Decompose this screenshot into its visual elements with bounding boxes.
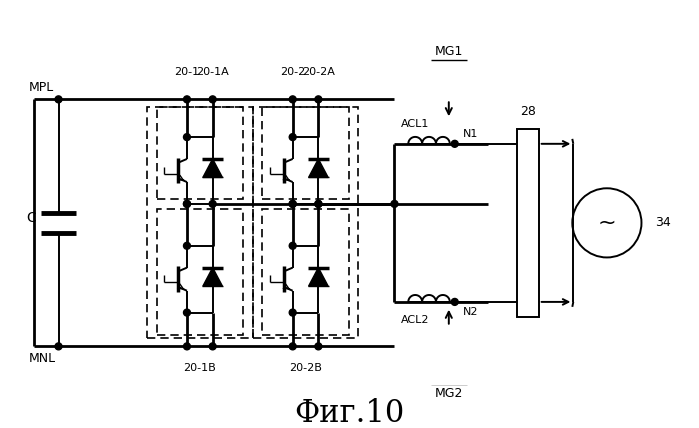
Circle shape: [209, 96, 216, 103]
Circle shape: [184, 134, 190, 140]
Text: 20-2: 20-2: [280, 67, 305, 77]
Text: MNL: MNL: [29, 352, 56, 365]
Text: ACL2: ACL2: [401, 315, 430, 325]
Bar: [157, 209, 243, 335]
Text: 20-1A: 20-1A: [196, 67, 229, 77]
Circle shape: [55, 343, 62, 350]
Bar: [252, 107, 359, 339]
Circle shape: [55, 96, 62, 103]
Polygon shape: [203, 159, 222, 178]
Circle shape: [315, 343, 322, 350]
Circle shape: [184, 343, 190, 350]
Circle shape: [452, 298, 458, 305]
Text: MG2: MG2: [435, 387, 463, 400]
Text: 28: 28: [520, 105, 536, 118]
Circle shape: [184, 200, 190, 207]
Bar: [517, 129, 539, 317]
Circle shape: [289, 200, 296, 207]
Text: 20-2A: 20-2A: [302, 67, 335, 77]
Circle shape: [391, 200, 398, 207]
Polygon shape: [203, 268, 222, 286]
Circle shape: [289, 309, 296, 316]
Polygon shape: [309, 159, 328, 178]
Text: 20-2B: 20-2B: [289, 363, 322, 373]
Text: N1: N1: [463, 129, 478, 139]
Text: 20-1: 20-1: [174, 67, 199, 77]
Text: C: C: [26, 211, 36, 225]
Text: N2: N2: [463, 307, 478, 317]
Bar: [157, 107, 243, 199]
Circle shape: [184, 200, 190, 207]
Circle shape: [315, 96, 322, 103]
Circle shape: [209, 343, 216, 350]
Circle shape: [184, 309, 190, 316]
Circle shape: [452, 140, 458, 147]
Circle shape: [289, 96, 296, 103]
Circle shape: [209, 200, 216, 207]
Polygon shape: [309, 268, 328, 286]
Text: Фиг.10: Фиг.10: [294, 398, 405, 428]
Circle shape: [289, 343, 296, 350]
Circle shape: [184, 96, 190, 103]
Circle shape: [315, 200, 322, 207]
Circle shape: [289, 200, 296, 207]
Circle shape: [289, 134, 296, 140]
Bar: [147, 107, 253, 339]
Circle shape: [184, 242, 190, 249]
Bar: [262, 107, 349, 199]
Bar: [262, 209, 349, 335]
Circle shape: [289, 242, 296, 249]
Text: 20-1B: 20-1B: [183, 363, 216, 373]
Text: 34: 34: [655, 217, 671, 229]
Circle shape: [315, 200, 322, 207]
Text: ACL1: ACL1: [401, 119, 430, 129]
Text: ~: ~: [598, 213, 617, 233]
Text: MG1: MG1: [435, 45, 463, 59]
Text: MPL: MPL: [29, 81, 54, 94]
